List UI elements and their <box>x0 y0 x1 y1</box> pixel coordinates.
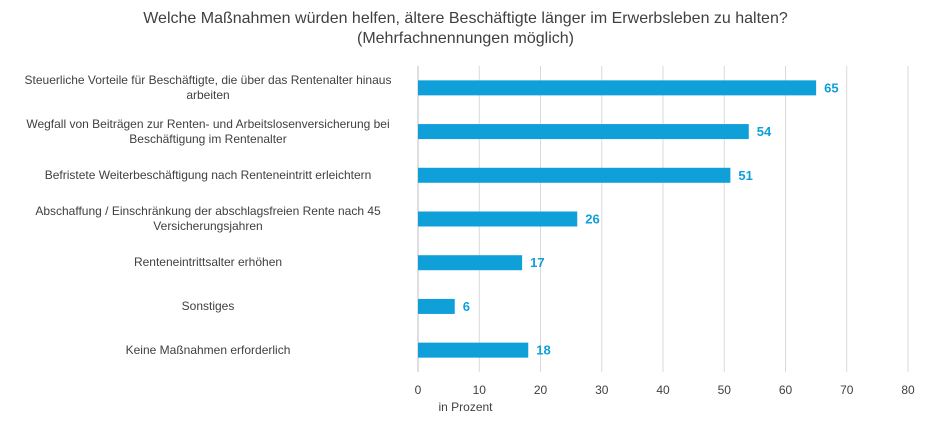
bar <box>418 211 578 227</box>
chart-title: Welche Maßnahmen würden helfen, ältere B… <box>143 10 788 27</box>
bar <box>418 167 731 183</box>
bar-value-label: 65 <box>824 80 838 95</box>
x-tick-label: 60 <box>779 383 793 397</box>
x-tick-label: 30 <box>595 383 609 397</box>
category-label: Befristete Weiterbeschäftigung nach Rent… <box>44 167 372 182</box>
x-axis-label: in Prozent <box>438 400 493 414</box>
x-tick-label: 50 <box>718 383 732 397</box>
category-label: Steuerliche Vorteile für Beschäftigte, d… <box>24 72 392 102</box>
x-tick-label: 0 <box>415 383 422 397</box>
bar-value-label: 17 <box>530 255 544 270</box>
bar-value-label: 51 <box>738 168 752 183</box>
bar <box>418 342 529 358</box>
bar-value-label: 18 <box>536 343 550 358</box>
category-label: Renteneintrittsalter erhöhen <box>133 255 283 270</box>
bar-value-label: 54 <box>757 124 772 139</box>
bar-value-label: 6 <box>463 299 470 314</box>
category-label: Wegfall von Beiträgen zur Renten- und Ar… <box>26 116 390 146</box>
chart-subtitle: (Mehrfachnennungen möglich) <box>356 30 574 47</box>
bar <box>418 255 523 271</box>
bar <box>418 298 455 314</box>
x-tick-label: 20 <box>534 383 548 397</box>
category-label: Sonstiges <box>181 298 235 313</box>
x-tick-label: 10 <box>473 383 487 397</box>
x-tick-label: 70 <box>840 383 854 397</box>
category-label: Abschaffung / Einschränkung der abschlag… <box>35 204 381 233</box>
bar <box>418 124 749 140</box>
bar <box>418 80 817 96</box>
x-tick-label: 80 <box>901 383 915 397</box>
category-label: Keine Maßnahmen erforderlich <box>125 342 291 357</box>
x-tick-label: 40 <box>656 383 670 397</box>
bar-value-label: 26 <box>585 212 599 227</box>
